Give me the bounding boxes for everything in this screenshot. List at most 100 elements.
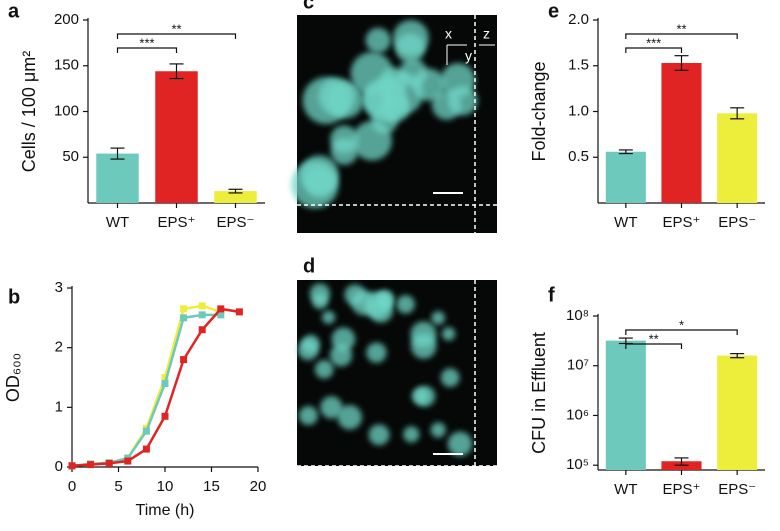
y-axis-title: Fold-change [529,61,549,161]
significance-bracket [116,33,237,39]
significance-label: ** [676,21,686,36]
data-point [217,311,225,319]
cell-cluster [441,327,456,341]
axis-arrows [446,44,495,65]
cell-cluster [403,426,420,443]
significance-bracket [625,329,738,335]
y-tick-label: 0 [55,458,63,475]
y-tick-label: 10⁷ [567,357,589,374]
x-tick-label: 5 [114,478,122,495]
y-tick-label: 10⁸ [566,307,589,324]
y-tick-label: 100 [54,102,79,119]
panel-label: a [8,0,20,22]
series-line [71,307,240,468]
y-tick-label: 1.0 [568,102,589,119]
y-tick-label: 50 [62,148,79,165]
cell-cluster [344,284,366,306]
y-tick-label: 10⁵ [566,456,589,473]
micrograph [297,280,497,467]
significance-label: ** [171,21,181,36]
x-tick-label: EPS⁻ [217,214,255,231]
data-point [161,412,169,420]
cell-cluster [431,90,462,120]
y-axis-title: CFU in Effluent [529,332,549,454]
significance-label: * [679,317,684,332]
data-point [198,302,206,310]
data-point [87,461,95,469]
x-tick-label: WT [106,214,129,231]
cell-cluster [312,293,328,310]
bar [661,63,702,203]
cell-cluster [396,295,415,314]
x-tick-label: 10 [157,478,174,495]
y-tick-label: 3 [55,279,63,296]
x-axis-title: Time (h) [136,502,195,519]
significance-bracket [625,47,683,53]
x-tick-label: WT [614,214,637,231]
cell-cluster [318,77,356,115]
significance-label: *** [646,35,661,50]
cell-cluster [365,27,391,53]
y-tick-label: 2 [55,339,63,356]
bar [155,71,198,204]
x-tick-label: EPS⁺ [158,214,196,231]
cell-cluster [352,120,392,161]
x-tick-label: EPS⁺ [663,214,701,231]
y-tick-label: 1.5 [568,57,589,74]
data-point [180,314,188,322]
cell-cluster [331,327,356,351]
y-tick-label: 10⁶ [566,406,589,423]
data-point [180,356,188,364]
bar [605,340,646,470]
x-tick-label: EPS⁻ [718,214,756,231]
y-tick-label: 1 [55,398,63,415]
cell-cluster [321,310,336,324]
significance-bracket [625,343,683,349]
data-point [105,459,113,467]
data-point [124,457,132,465]
data-point [217,305,225,313]
series-line [71,304,222,468]
cell-cluster [363,84,394,115]
axis-label: y [465,48,472,64]
axis-label: z [483,26,490,42]
y-tick-label: 2.0 [568,11,589,28]
cell-cluster [337,404,362,430]
significance-label: *** [139,35,154,50]
bar [717,113,758,203]
cell-cluster [447,431,473,457]
x-tick-label: EPS⁻ [718,481,756,498]
y-tick-label: 200 [54,11,79,28]
data-point [161,374,169,381]
data-point [161,379,169,387]
x-tick-label: 15 [203,478,220,495]
data-point [68,462,76,470]
cell-cluster [431,311,446,325]
cell-cluster [440,368,460,388]
data-point [142,445,150,453]
x-tick-label: EPS⁺ [663,481,701,498]
cell-cluster [314,360,334,379]
panel-label: e [548,0,559,22]
significance-label: ** [649,331,659,346]
y-tick-label: 150 [54,57,79,74]
cell-cluster [375,291,394,310]
data-point [235,308,243,316]
data-point [142,427,150,435]
significance-bracket [116,47,178,53]
micrograph [291,15,497,233]
cell-cluster [330,137,358,165]
cell-cluster [320,396,343,419]
bar [96,153,139,203]
y-axis-title: OD₆₀₀ [3,353,23,402]
data-point [198,311,206,319]
data-point [180,305,188,313]
bar [605,151,646,203]
cell-cluster [368,424,390,446]
data-point [198,326,206,334]
panel-label: c [303,0,314,13]
y-axis-title: Cells / 100 μm² [19,51,39,172]
cell-cluster [366,342,387,363]
panel-label: b [8,286,20,308]
cell-cluster [304,167,335,198]
